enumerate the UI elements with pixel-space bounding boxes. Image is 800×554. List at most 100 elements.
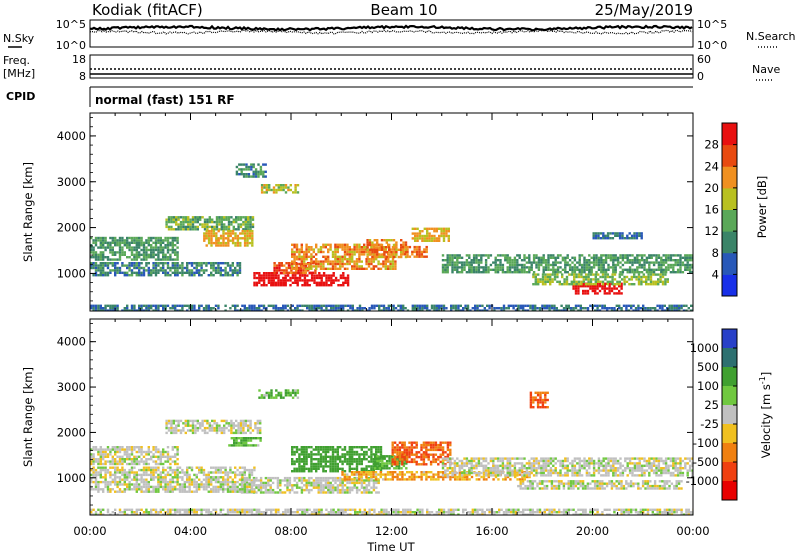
echo-cell [470, 475, 474, 479]
echo-cell [453, 268, 457, 271]
echo-cell [241, 309, 244, 311]
echo-cell [592, 234, 595, 237]
echo-cell [154, 309, 158, 311]
echo-cell [147, 480, 150, 484]
echo-cell [224, 478, 227, 481]
echo-cell [341, 486, 344, 489]
echo-cell [343, 473, 346, 476]
echo-cell [257, 173, 260, 176]
echo-cell [336, 260, 339, 263]
echo-cell [246, 241, 249, 245]
echo-cell [577, 292, 580, 295]
echo-cell [380, 246, 384, 249]
echo-cell [334, 262, 337, 266]
echo-cell [343, 267, 347, 270]
echo-cell [224, 483, 227, 486]
echo-cell [537, 259, 541, 262]
echo-cell [598, 285, 602, 288]
echo-cell [196, 220, 199, 224]
echo-cell [448, 263, 452, 267]
echo-cell [393, 460, 397, 464]
echo-cell [317, 479, 320, 482]
echo-cell [672, 266, 675, 269]
echo-cell [300, 248, 303, 251]
echo-cell [587, 273, 590, 276]
echo-cell [157, 488, 160, 491]
echo-cell [116, 307, 119, 310]
echo-cell [116, 239, 119, 242]
echo-cell [214, 488, 218, 491]
echo-cell [140, 241, 143, 244]
echo-cell [142, 251, 146, 254]
echo-cell [565, 278, 569, 281]
echo-cell [346, 253, 349, 256]
echo-cell [295, 255, 299, 258]
echo-cell [102, 264, 105, 267]
echo-cell [300, 476, 304, 480]
echo-cell [367, 478, 370, 481]
echo-cell [293, 467, 296, 470]
echo-cell [114, 490, 117, 493]
echo-cell [310, 274, 314, 277]
echo-cell [317, 476, 320, 480]
echo-cell [504, 475, 507, 479]
echo-cell [272, 274, 275, 277]
echo-cell [169, 307, 172, 310]
echo-cell [97, 266, 100, 270]
echo-cell [217, 471, 220, 474]
echo-cell [327, 481, 330, 485]
echo-cell [377, 491, 380, 494]
echo-cell [277, 307, 280, 310]
echo-cell [453, 464, 457, 467]
echo-cell [560, 309, 563, 311]
echo-cell [322, 255, 325, 258]
freq-label-line2: [MHz] [3, 67, 35, 80]
echo-cell [373, 246, 376, 249]
echo-cell [227, 223, 231, 226]
echo-cell [128, 262, 131, 265]
echo-cell [372, 267, 375, 270]
echo-cell [238, 471, 242, 474]
echo-cell [99, 244, 102, 247]
echo-cell [410, 448, 414, 452]
echo-cell [649, 278, 653, 281]
echo-cell [621, 271, 625, 274]
echo-cell [423, 239, 426, 242]
echo-cell [310, 455, 313, 458]
echo-cell [376, 455, 379, 458]
echo-cell [661, 275, 665, 279]
echo-cell [315, 484, 318, 487]
echo-cell [647, 283, 650, 286]
echo-cell [674, 261, 677, 264]
echo-cell [210, 239, 213, 242]
echo-cell [636, 268, 639, 271]
echo-cell [341, 460, 344, 463]
echo-cell [162, 307, 165, 310]
echo-cell [238, 168, 241, 171]
echo-cell [315, 446, 318, 449]
echo-cell [401, 455, 404, 459]
echo-cell [543, 307, 546, 310]
echo-cell [498, 307, 501, 310]
echo-cell [145, 485, 148, 489]
echo-cell [530, 266, 533, 269]
echo-cell [513, 268, 517, 271]
echo-cell [138, 473, 141, 477]
echo-cell [688, 268, 692, 271]
echo-cell [166, 241, 170, 244]
echo-cell [391, 448, 394, 452]
echo-cell [157, 483, 160, 486]
echo-cell [389, 255, 392, 258]
echo-cell [395, 253, 398, 256]
echo-cell [97, 471, 100, 474]
echo-cell [378, 248, 381, 251]
echo-cell [425, 250, 428, 254]
echo-cell [138, 239, 141, 242]
echo-cell [556, 256, 560, 259]
echo-cell [346, 460, 349, 463]
echo-cell [255, 479, 258, 482]
echo-cell [661, 283, 665, 286]
echo-cell [458, 469, 461, 472]
echo-cell [99, 236, 102, 240]
echo-cell [358, 473, 361, 476]
